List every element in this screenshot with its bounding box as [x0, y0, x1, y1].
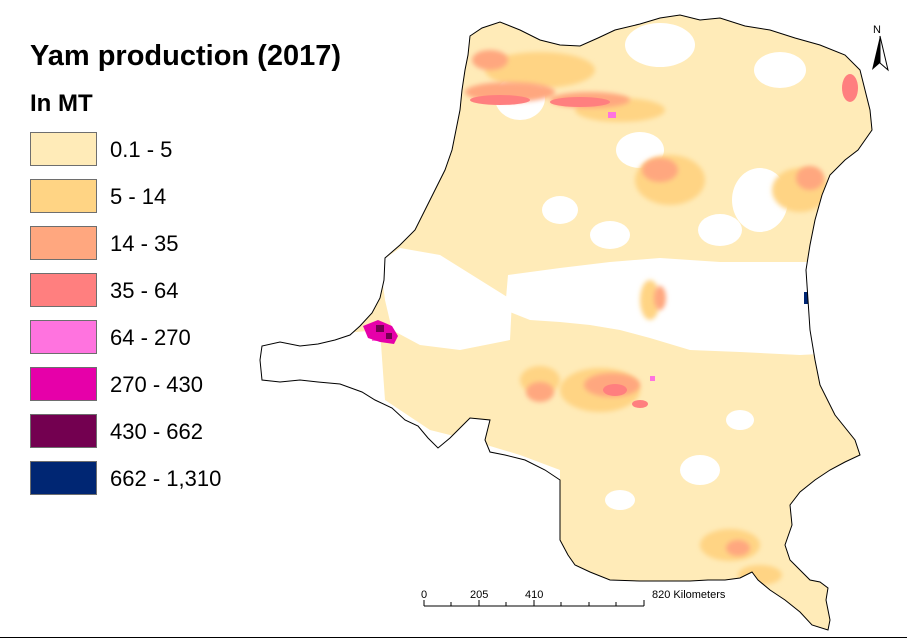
scale-bar	[423, 600, 645, 607]
map-unit-label: In MT	[30, 90, 93, 117]
legend-item: 270 - 430	[30, 367, 290, 401]
class-662-1310	[804, 292, 808, 304]
legend-item: 430 - 662	[30, 414, 290, 448]
legend-label: 64 - 270	[110, 325, 191, 350]
north-label: N	[873, 24, 881, 36]
class-35-64	[470, 74, 858, 408]
legend-swatch	[30, 367, 97, 401]
legend-label: 14 - 35	[110, 231, 179, 256]
legend-swatch	[30, 179, 97, 213]
scale-tick-label: 410	[525, 589, 544, 601]
scale-tick-label: 0	[421, 589, 428, 601]
legend-label: 0.1 - 5	[110, 137, 173, 162]
legend-label: 430 - 662	[110, 419, 203, 444]
legend-label: 270 - 430	[110, 372, 203, 397]
legend-swatch	[30, 320, 97, 354]
map-title: Yam production (2017)	[30, 40, 342, 72]
legend-item: 14 - 35	[30, 226, 290, 260]
legend-item: 662 - 1,310	[30, 461, 290, 495]
legend-label: 662 - 1,310	[110, 466, 222, 491]
scale-tick-label: 820 Kilometers	[652, 589, 726, 601]
frame-bottom-rule	[0, 637, 907, 638]
legend-swatch	[30, 414, 97, 448]
class-5-14	[485, 52, 828, 585]
legend-item: 5 - 14	[30, 179, 290, 213]
legend-item: 35 - 64	[30, 273, 290, 307]
legend-label: 35 - 64	[110, 278, 179, 303]
scale-tick-label: 205	[470, 589, 489, 601]
legend-item: 0.1 - 5	[30, 132, 290, 166]
legend-swatch	[30, 461, 97, 495]
legend-swatch	[30, 226, 97, 260]
legend-swatch	[30, 273, 97, 307]
legend-item: 64 - 270	[30, 320, 290, 354]
legend-label: 5 - 14	[110, 184, 167, 209]
class-430-662	[376, 325, 392, 339]
legend-swatch	[30, 132, 97, 166]
north-arrow-icon	[872, 35, 889, 72]
